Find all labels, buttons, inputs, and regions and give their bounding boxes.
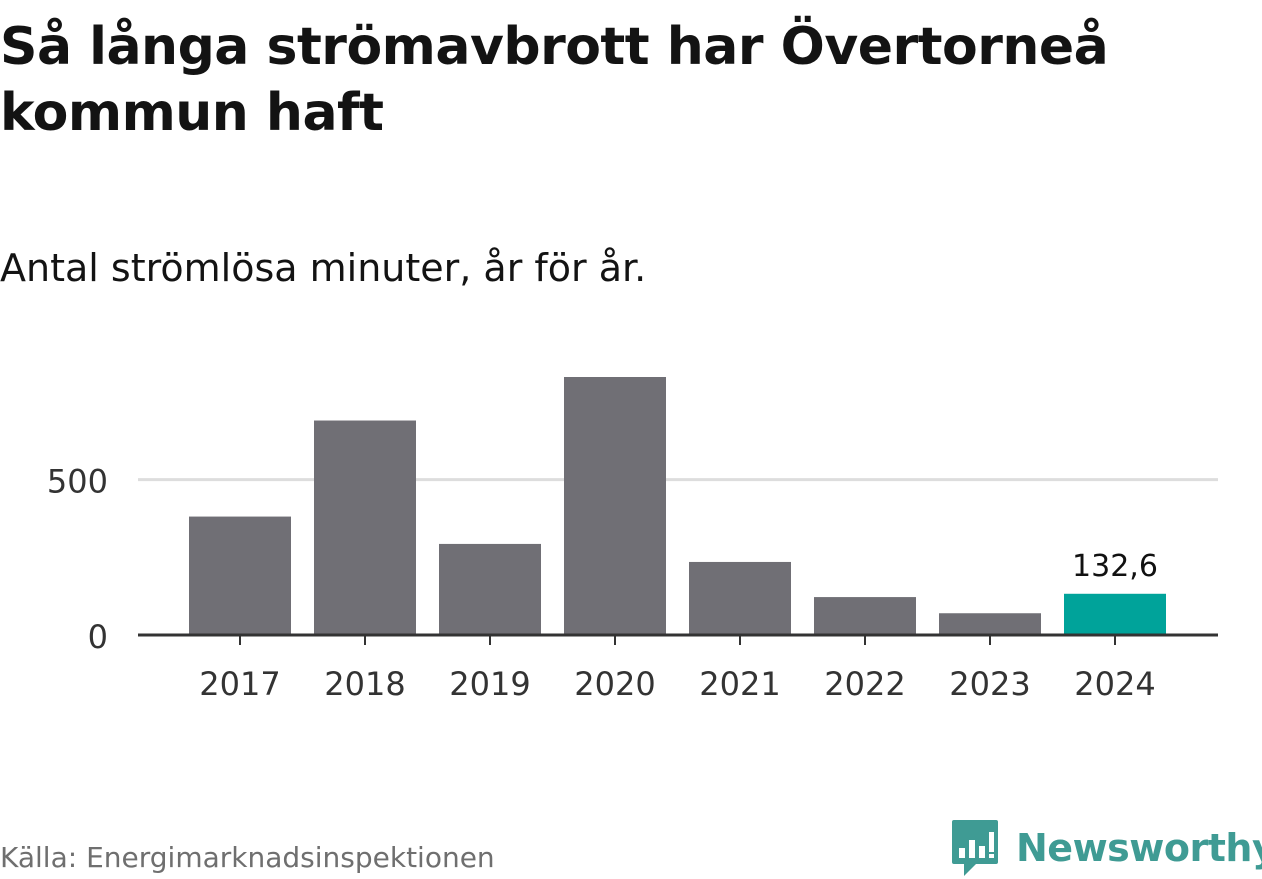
brand-name: Newsworthy — [1016, 826, 1262, 870]
brand-logo: Newsworthy — [950, 818, 1262, 878]
y-tick-label: 500 — [47, 463, 108, 501]
x-tick-label: 2020 — [574, 665, 655, 703]
data-label-2024: 132,6 — [1072, 549, 1158, 584]
x-tick-label: 2018 — [324, 665, 405, 703]
bar-chart-speech-bubble-icon — [952, 820, 998, 876]
bar-2024 — [1064, 593, 1166, 635]
bar-2021 — [689, 561, 791, 635]
bar-2019 — [439, 543, 541, 635]
x-tick-label: 2019 — [449, 665, 530, 703]
chart-title: Så långa strömavbrott har Övertorneå kom… — [0, 17, 1109, 143]
y-tick-label: 0 — [88, 618, 108, 656]
bar-2018 — [314, 420, 416, 635]
x-tick-label: 2021 — [699, 665, 780, 703]
bar-2017 — [189, 516, 291, 635]
source-note: Källa: Energimarknadsinspektionen — [0, 841, 495, 874]
bars — [189, 377, 1166, 635]
x-tick-label: 2023 — [949, 665, 1030, 703]
bar-2023 — [939, 613, 1041, 635]
x-tick-label: 2017 — [199, 665, 280, 703]
chart-subtitle: Antal strömlösa minuter, år för år. — [0, 246, 647, 290]
x-tick-label: 2022 — [824, 665, 905, 703]
axes — [138, 633, 1218, 645]
bar-2022 — [814, 597, 916, 635]
x-tick-label: 2024 — [1074, 665, 1155, 703]
bar-2020 — [564, 377, 666, 635]
labels: 0 500 2017 2018 2019 2020 2021 2022 2023 2024 132,… — [47, 463, 1158, 703]
